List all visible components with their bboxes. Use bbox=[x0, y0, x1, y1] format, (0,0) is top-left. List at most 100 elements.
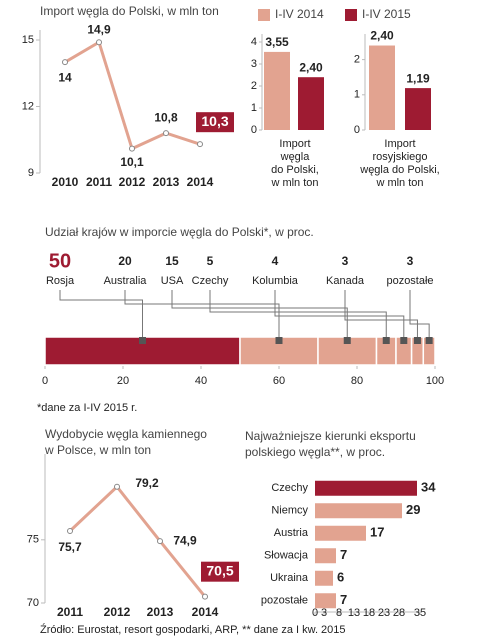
source: Źródło: Eurostat, resort gospodarki, ARP… bbox=[40, 623, 346, 636]
y-tick-label: 9 bbox=[28, 167, 34, 179]
y-tick-label: 3 bbox=[251, 58, 257, 70]
bar bbox=[315, 525, 366, 541]
point bbox=[157, 538, 163, 545]
y-tick-label: 70 bbox=[27, 597, 39, 609]
highlight-box bbox=[201, 561, 239, 582]
legend-label: I-IV 2015 bbox=[362, 7, 411, 21]
bar bbox=[315, 570, 333, 586]
value-label: 10,8 bbox=[154, 110, 178, 124]
connector-marker bbox=[400, 337, 408, 344]
note: *dane za I-IV 2015 r. bbox=[37, 402, 137, 414]
connector-marker bbox=[413, 337, 421, 344]
category-label: Czechy bbox=[271, 482, 308, 494]
x-tick-label: 3 bbox=[321, 607, 327, 619]
bar bbox=[315, 548, 336, 564]
point bbox=[96, 39, 102, 46]
x-tick-label: 60 bbox=[273, 375, 285, 387]
y-tick-label: 12 bbox=[22, 100, 34, 112]
value-label: 14,9 bbox=[87, 22, 111, 36]
y-tick-label: 1 bbox=[251, 102, 257, 114]
value-label: 15 bbox=[165, 254, 179, 268]
x-tick-label: 2014 bbox=[187, 175, 214, 189]
value-label: 75,7 bbox=[58, 540, 82, 554]
category-label: Niemcy bbox=[271, 505, 308, 517]
bar bbox=[298, 77, 324, 130]
x-label: Import bbox=[384, 138, 415, 150]
bar bbox=[315, 480, 417, 496]
x-tick-label: 80 bbox=[351, 375, 363, 387]
value-label: 74,9 bbox=[173, 533, 197, 547]
connector-marker bbox=[425, 337, 433, 344]
x-tick-label: 8 bbox=[336, 607, 342, 619]
value-label: 34 bbox=[421, 480, 436, 495]
y-tick-label: 15 bbox=[22, 34, 34, 46]
point bbox=[67, 527, 73, 534]
value-label: 2,40 bbox=[370, 29, 394, 43]
category-label: Czechy bbox=[192, 275, 229, 287]
connector-marker bbox=[343, 337, 351, 344]
x-tick-label: 2010 bbox=[52, 175, 79, 189]
chart-title: Wydobycie węgla kamiennego bbox=[45, 427, 207, 441]
value-label: 7 bbox=[340, 547, 347, 562]
line bbox=[64, 39, 201, 151]
x-tick-label: 2013 bbox=[153, 175, 180, 189]
bar bbox=[369, 45, 395, 130]
x-tick-label: 2011 bbox=[57, 605, 83, 619]
x-tick-label: 13 bbox=[348, 607, 360, 619]
y-tick-label: 2 bbox=[251, 80, 257, 92]
value-label: 3 bbox=[342, 254, 349, 268]
value-label: 20 bbox=[118, 254, 132, 268]
connector bbox=[124, 290, 280, 341]
connector bbox=[344, 290, 418, 341]
category-label: Kolumbia bbox=[252, 275, 299, 287]
category-label: pozostałe bbox=[386, 275, 433, 287]
y-tick-label: 0 bbox=[354, 124, 360, 136]
category-label: pozostałe bbox=[261, 595, 308, 607]
connector bbox=[171, 290, 348, 341]
chart-title: w Polsce, w mln ton bbox=[44, 443, 151, 457]
point bbox=[129, 145, 135, 152]
value-label: 17 bbox=[370, 525, 384, 540]
category-label: Austria bbox=[274, 527, 309, 539]
value-label: 50 bbox=[49, 250, 71, 272]
category-label: Australia bbox=[104, 275, 148, 287]
connector-marker bbox=[382, 337, 390, 344]
y-tick-label: 75 bbox=[27, 534, 39, 546]
category-label: Rosja bbox=[46, 275, 75, 287]
line bbox=[68, 484, 207, 598]
y-tick-label: 0 bbox=[251, 124, 257, 136]
legend-swatch bbox=[345, 9, 357, 21]
highlight-box bbox=[196, 112, 234, 133]
value-label: 2,40 bbox=[299, 60, 323, 74]
x-tick-label: 2012 bbox=[104, 605, 131, 619]
value-label: 5 bbox=[207, 254, 214, 268]
x-tick-label: 28 bbox=[393, 607, 405, 619]
x-tick-label: 100 bbox=[426, 375, 444, 387]
chart-title: Import węgla do Polski, w mln ton bbox=[40, 4, 219, 18]
connector bbox=[59, 290, 143, 341]
y-tick-label: 1 bbox=[354, 89, 360, 101]
category-label: Ukraina bbox=[270, 572, 309, 584]
value-label: 3,55 bbox=[265, 35, 289, 49]
value-label: 70,5 bbox=[206, 562, 233, 578]
connector-marker bbox=[139, 337, 146, 344]
legend-label: I-IV 2014 bbox=[275, 7, 324, 21]
x-label: rosyjskiego bbox=[372, 151, 427, 163]
x-tick-label: 2012 bbox=[119, 175, 146, 189]
y-tick-label: 2 bbox=[354, 54, 360, 66]
x-label: węgla do Polski, bbox=[359, 164, 440, 176]
x-label: do Polski, bbox=[271, 164, 319, 176]
value-label: 10,1 bbox=[120, 155, 144, 169]
x-tick-label: 2011 bbox=[86, 175, 112, 189]
value-label: 79,2 bbox=[135, 476, 159, 490]
x-tick-label: 0 bbox=[42, 375, 48, 387]
point bbox=[114, 483, 120, 490]
point bbox=[163, 130, 169, 137]
bar bbox=[405, 88, 431, 130]
bar bbox=[264, 51, 290, 130]
x-tick-label: 2013 bbox=[147, 605, 174, 619]
value-label: 1,19 bbox=[406, 71, 430, 85]
category-label: Kanada bbox=[326, 275, 365, 287]
x-label: Import bbox=[279, 138, 310, 150]
